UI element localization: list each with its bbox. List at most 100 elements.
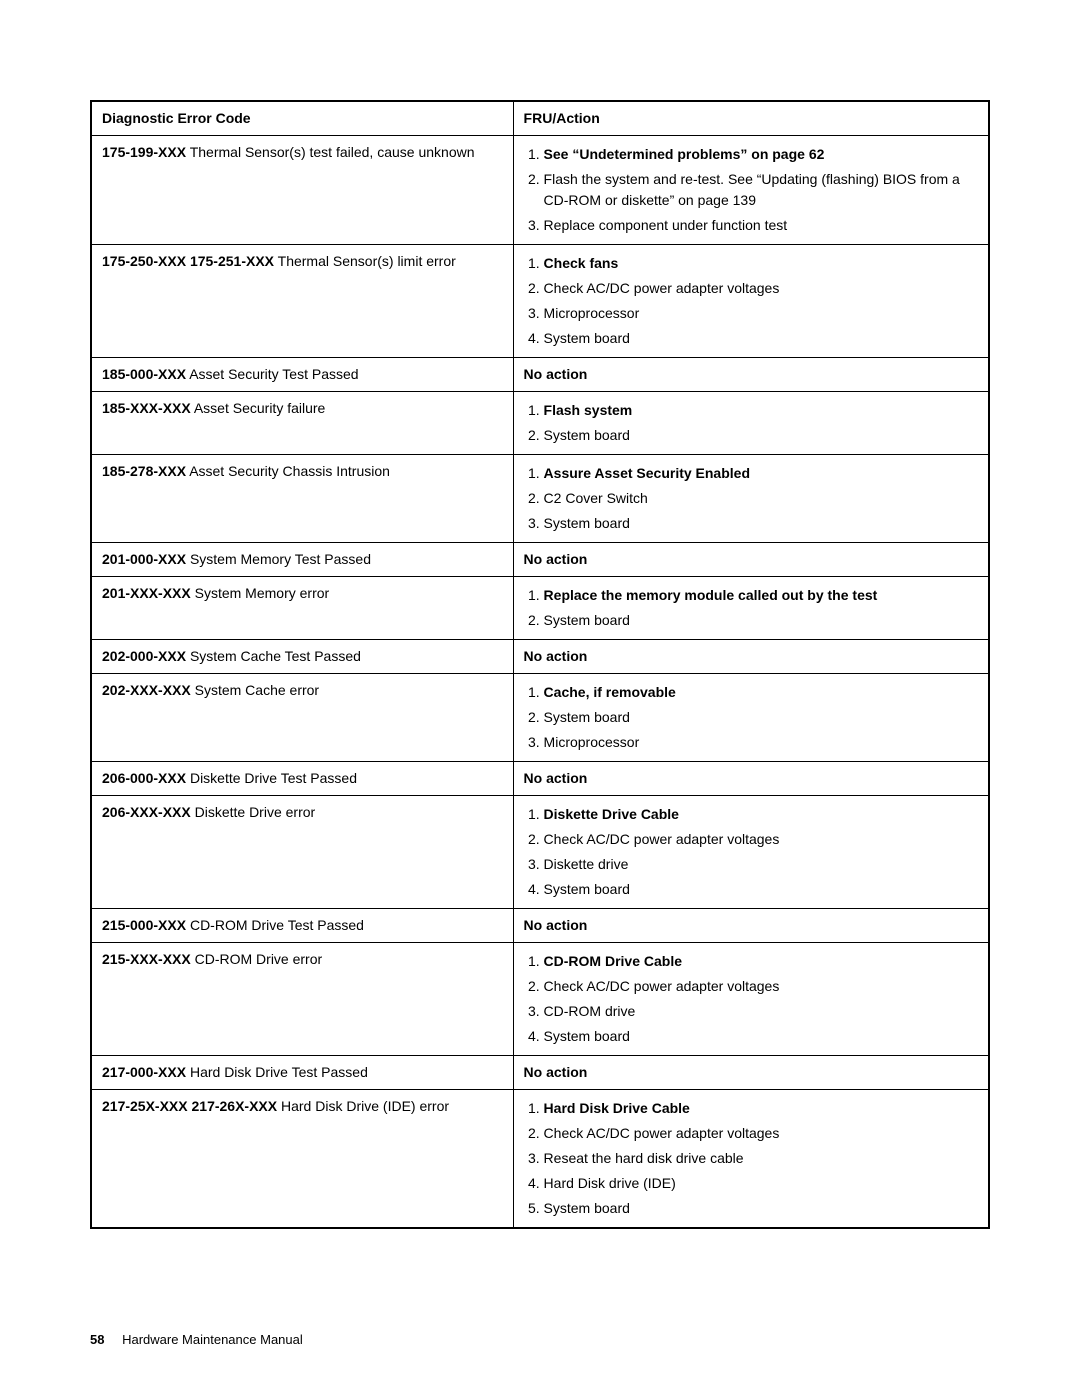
- action-item: See “Undetermined problems” on page 62: [544, 142, 978, 167]
- action-item: Check fans: [544, 251, 978, 276]
- action-item: System board: [544, 608, 978, 633]
- action-item: Hard Disk Drive Cable: [544, 1096, 978, 1121]
- action-text: Microprocessor: [544, 305, 640, 321]
- action-cell: No action: [513, 909, 989, 943]
- no-action-text: No action: [524, 917, 588, 933]
- table-row: 202-000-XXX System Cache Test PassedNo a…: [91, 640, 989, 674]
- table-row: 206-XXX-XXX Diskette Drive errorDiskette…: [91, 796, 989, 909]
- error-description: System Memory Test Passed: [190, 551, 371, 567]
- action-item: Replace component under function test: [544, 213, 978, 238]
- action-text: Diskette drive: [544, 856, 629, 872]
- header-error-code: Diagnostic Error Code: [91, 101, 513, 136]
- error-code-cell: 217-000-XXX Hard Disk Drive Test Passed: [91, 1056, 513, 1090]
- no-action-text: No action: [524, 1064, 588, 1080]
- error-description: CD-ROM Drive error: [195, 951, 323, 967]
- error-code-cell: 215-XXX-XXX CD-ROM Drive error: [91, 943, 513, 1056]
- error-code: 201-XXX-XXX: [102, 585, 191, 601]
- action-list: Hard Disk Drive Cable Check AC/DC power a…: [524, 1096, 978, 1221]
- action-item: System board: [544, 705, 978, 730]
- action-item: CD-ROM Drive Cable: [544, 949, 978, 974]
- action-text: Microprocessor: [544, 734, 640, 750]
- action-item: Diskette drive: [544, 852, 978, 877]
- action-text: Cache, if removable: [544, 684, 676, 700]
- page-footer: 58 Hardware Maintenance Manual: [90, 1332, 303, 1347]
- error-code-cell: 215-000-XXX CD-ROM Drive Test Passed: [91, 909, 513, 943]
- action-item: Flash the system and re-test. See “Updat…: [544, 167, 978, 213]
- page-number: 58: [90, 1332, 104, 1347]
- action-text: CD-ROM Drive Cable: [544, 953, 682, 969]
- action-text: Diskette Drive Cable: [544, 806, 679, 822]
- error-code-cell: 175-199-XXX Thermal Sensor(s) test faile…: [91, 136, 513, 245]
- action-cell: No action: [513, 640, 989, 674]
- action-list: Flash system System board: [524, 398, 978, 448]
- action-item: Check AC/DC power adapter voltages: [544, 1121, 978, 1146]
- action-list: See “Undetermined problems” on page 62 Fl…: [524, 142, 978, 238]
- error-code: 202-XXX-XXX: [102, 682, 191, 698]
- no-action-text: No action: [524, 770, 588, 786]
- action-text: Hard Disk drive (IDE): [544, 1175, 676, 1191]
- action-text: Reseat the hard disk drive cable: [544, 1150, 744, 1166]
- action-item: Reseat the hard disk drive cable: [544, 1146, 978, 1171]
- error-code-cell: 201-000-XXX System Memory Test Passed: [91, 543, 513, 577]
- action-text: Check AC/DC power adapter voltages: [544, 1125, 780, 1141]
- table-row: 215-XXX-XXX CD-ROM Drive errorCD-ROM Dri…: [91, 943, 989, 1056]
- action-list: Diskette Drive Cable Check AC/DC power ad…: [524, 802, 978, 902]
- table-row: 202-XXX-XXX System Cache error Cache, if …: [91, 674, 989, 762]
- table-row: 201-XXX-XXX System Memory errorReplace t…: [91, 577, 989, 640]
- action-text: Flash the system and re-test. See “Updat…: [544, 171, 960, 208]
- error-code: 185-000-XXX: [102, 366, 186, 382]
- action-cell: No action: [513, 762, 989, 796]
- action-cell: No action: [513, 1056, 989, 1090]
- table-row: 185-XXX-XXX Asset Security failureFlash …: [91, 392, 989, 455]
- error-description: Hard Disk Drive (IDE) error: [281, 1098, 449, 1114]
- no-action-text: No action: [524, 551, 588, 567]
- error-code-cell: 202-000-XXX System Cache Test Passed: [91, 640, 513, 674]
- error-code-cell: 175-250-XXX 175-251-XXX Thermal Sensor(s…: [91, 245, 513, 358]
- table-row: 201-000-XXX System Memory Test Passed No …: [91, 543, 989, 577]
- action-text: C2 Cover Switch: [544, 490, 648, 506]
- no-action-text: No action: [524, 366, 588, 382]
- table-row: 185-278-XXX Asset Security Chassis Intru…: [91, 455, 989, 543]
- action-cell: Replace the memory module called out by …: [513, 577, 989, 640]
- action-cell: Hard Disk Drive Cable Check AC/DC power a…: [513, 1090, 989, 1229]
- action-item: Flash system: [544, 398, 978, 423]
- table-row: 217-000-XXX Hard Disk Drive Test Passed N…: [91, 1056, 989, 1090]
- error-code-cell: 217-25X-XXX 217-26X-XXX Hard Disk Drive …: [91, 1090, 513, 1229]
- action-text: Replace the memory module called out by …: [544, 587, 878, 603]
- table-row: 175-199-XXX Thermal Sensor(s) test faile…: [91, 136, 989, 245]
- action-text: System board: [544, 427, 630, 443]
- error-code: 185-278-XXX: [102, 463, 186, 479]
- error-description: System Cache Test Passed: [190, 648, 361, 664]
- action-item: Check AC/DC power adapter voltages: [544, 974, 978, 999]
- action-list: Check fans Check AC/DC power adapter volt…: [524, 251, 978, 351]
- error-description: System Cache error: [195, 682, 319, 698]
- error-code: 206-XXX-XXX: [102, 804, 191, 820]
- header-fru-action: FRU/Action: [513, 101, 989, 136]
- action-text: System board: [544, 1028, 630, 1044]
- action-item: System board: [544, 326, 978, 351]
- action-list: Replace the memory module called out by …: [524, 583, 978, 633]
- action-text: Flash system: [544, 402, 633, 418]
- action-list: Cache, if removable System board Microproc…: [524, 680, 978, 755]
- action-text: System board: [544, 612, 630, 628]
- action-item: Check AC/DC power adapter voltages: [544, 827, 978, 852]
- error-code: 185-XXX-XXX: [102, 400, 191, 416]
- action-text: System board: [544, 881, 630, 897]
- action-text: Check AC/DC power adapter voltages: [544, 280, 780, 296]
- action-text: Hard Disk Drive Cable: [544, 1100, 690, 1116]
- table-row: 185-000-XXX Asset Security Test Passed No…: [91, 358, 989, 392]
- error-code: 215-000-XXX: [102, 917, 186, 933]
- action-item: System board: [544, 423, 978, 448]
- action-cell: CD-ROM Drive Cable Check AC/DC power adap…: [513, 943, 989, 1056]
- error-description: Asset Security failure: [194, 400, 326, 416]
- action-text: System board: [544, 515, 630, 531]
- action-item: Microprocessor: [544, 730, 978, 755]
- table-row: 217-25X-XXX 217-26X-XXX Hard Disk Drive …: [91, 1090, 989, 1229]
- error-description: Asset Security Test Passed: [189, 366, 358, 382]
- error-code-cell: 185-XXX-XXX Asset Security failure: [91, 392, 513, 455]
- error-code-cell: 206-XXX-XXX Diskette Drive error: [91, 796, 513, 909]
- action-item: System board: [544, 877, 978, 902]
- action-list: Assure Asset Security EnabledC2 Cover Sw…: [524, 461, 978, 536]
- action-text: Check AC/DC power adapter voltages: [544, 831, 780, 847]
- error-description: Diskette Drive Test Passed: [190, 770, 357, 786]
